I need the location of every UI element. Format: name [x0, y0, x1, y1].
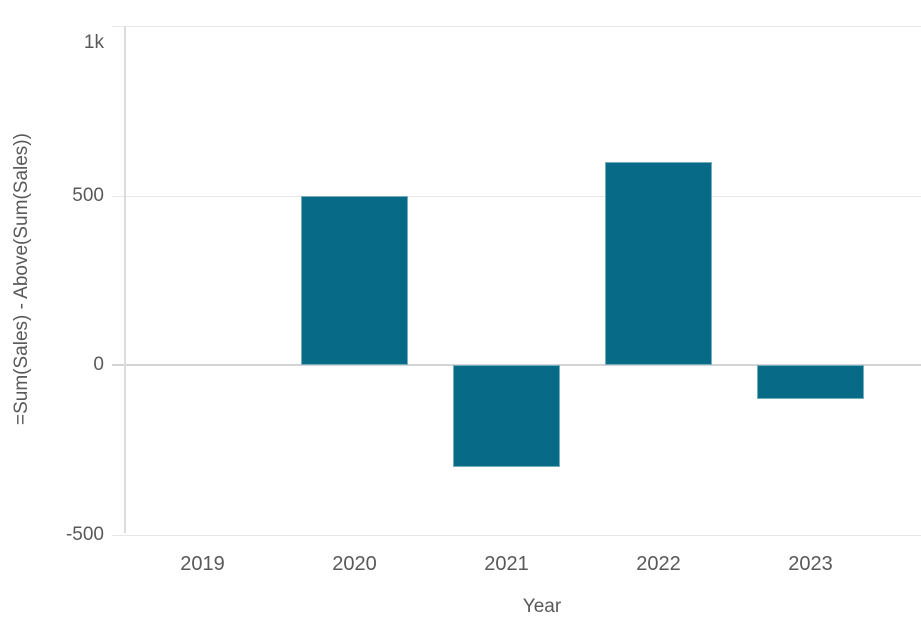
gridline--500	[112, 534, 921, 536]
bar-2023[interactable]	[757, 365, 864, 399]
x-axis-title: Year	[522, 596, 562, 617]
y-axis-title: =Sum(Sales) - Above(Sum(Sales))	[11, 133, 32, 426]
bar-2021[interactable]	[453, 365, 560, 467]
x-tick-label-2022: 2022	[636, 553, 681, 575]
x-tick-label-2020: 2020	[332, 553, 377, 575]
bar-2022[interactable]	[605, 161, 712, 365]
x-tick-label-2023: 2023	[788, 553, 833, 575]
bar-2020[interactable]	[301, 195, 408, 365]
x-tick-label-2021: 2021	[484, 553, 529, 575]
gridline-1k	[112, 26, 921, 27]
x-tick-label-2019: 2019	[180, 553, 225, 575]
y-tick-label-1k: 1k	[83, 32, 104, 53]
gridline-500	[112, 195, 921, 197]
y-axis-line	[124, 26, 126, 533]
y-tick-label--500: -500	[65, 523, 104, 545]
y-tick-label-500: 500	[72, 184, 104, 206]
y-tick-label-0: 0	[93, 354, 104, 375]
